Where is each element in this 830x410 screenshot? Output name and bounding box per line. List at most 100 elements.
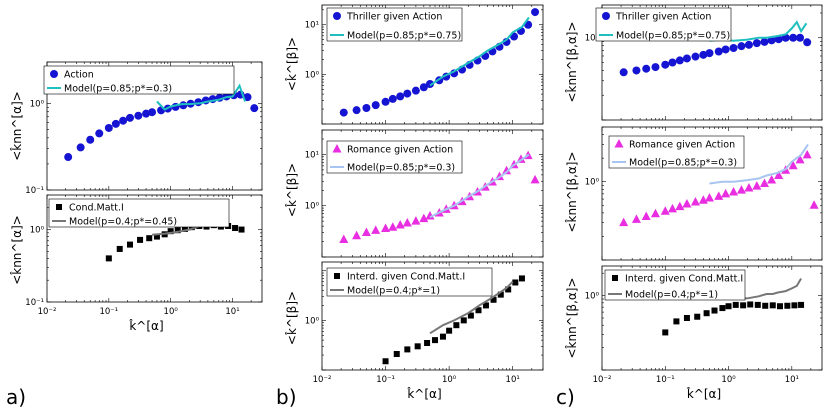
legend-label: Model(p=0.4;p*=0.45): [69, 217, 177, 228]
data-point: [396, 92, 405, 101]
data-point: [64, 153, 73, 162]
chart-b_bottom: 10⁰ 10⁻² 10⁻¹ 10⁰ 10¹ <k̂^[β]> k̂^[α] Interd. g…: [285, 261, 544, 401]
data-point: [339, 234, 349, 243]
data-point: [404, 346, 411, 353]
data-point: [662, 329, 669, 336]
model-line: [156, 83, 247, 111]
data-point: [411, 86, 420, 95]
y-tick-label: 10¹: [305, 150, 319, 160]
data-point: [789, 33, 798, 42]
data-point: [675, 56, 684, 65]
data-point: [362, 104, 371, 113]
data-point: [632, 66, 641, 75]
data-point: [737, 42, 746, 51]
data-point: [802, 149, 812, 159]
data-point: [631, 214, 641, 223]
data-point: [675, 201, 685, 211]
minor-ticks: [601, 266, 823, 371]
data-point: [788, 160, 798, 170]
data-point: [482, 302, 489, 309]
legend-box: [326, 140, 463, 174]
legend: Thriller given Action Model(p=0.85;p*=0.7…: [595, 7, 732, 42]
panel-label-b: b): [276, 385, 297, 409]
data-point: [86, 135, 95, 144]
data-point: [419, 213, 429, 223]
data-point: [153, 233, 160, 240]
data-point: [425, 79, 434, 88]
data-point: [651, 63, 660, 72]
plot-frame: [601, 126, 823, 261]
data-point: [682, 54, 691, 63]
x-tick-label: 10⁻¹: [376, 375, 395, 385]
data-point: [795, 154, 805, 164]
x-axis-label: k̂^[α]: [407, 387, 442, 401]
data-point: [502, 165, 512, 175]
data-point: [736, 185, 746, 194]
plot-frame: [46, 61, 263, 191]
legend-label: Interd. given Cond.Matt.I: [625, 274, 743, 285]
data-point: [682, 198, 692, 208]
data-point: [388, 222, 398, 231]
x-tick-label: 10¹: [225, 307, 239, 317]
data-point: [339, 108, 348, 117]
data-point: [174, 227, 181, 234]
data-point: [104, 123, 113, 132]
data-point: [453, 322, 460, 329]
data-point: [705, 49, 714, 58]
data-point: [146, 235, 153, 242]
legend-box: [326, 7, 463, 42]
legend-label: Model(p=0.4;p*=1): [347, 286, 440, 297]
data-point: [721, 188, 731, 198]
data-point: [126, 113, 135, 122]
y-tick-label: 10¹: [305, 21, 319, 31]
y-tick-label: 10⁰: [585, 178, 600, 188]
data-point: [371, 101, 380, 110]
y-axis-label: <k̂nn^[β,α]>: [565, 277, 579, 358]
data-point: [518, 275, 525, 282]
data-point: [352, 106, 361, 115]
data-point: [460, 317, 467, 324]
data-point: [809, 200, 819, 209]
data-point: [111, 119, 120, 128]
data-point: [690, 197, 700, 206]
plot-frame: [321, 4, 544, 125]
data-point: [673, 318, 680, 325]
data-point: [402, 218, 412, 227]
x-tick-label: 10⁻¹: [99, 307, 118, 317]
minor-ticks: [601, 126, 823, 261]
legend: Action Model(p=0.85;p*=0.3): [43, 65, 235, 95]
x-tick-label: 10⁻²: [593, 375, 612, 385]
data-point: [642, 64, 651, 73]
data-point: [691, 52, 700, 61]
data-point: [76, 143, 85, 152]
data-point: [119, 116, 128, 125]
legend-label: Interd. given Cond.Matt.I: [347, 272, 465, 283]
data-point: [619, 68, 628, 77]
data-point: [660, 206, 670, 215]
legend-marker: [56, 204, 62, 210]
x-tick-label: 10⁻¹: [656, 375, 675, 385]
legend-box: [595, 7, 732, 42]
minor-ticks: [321, 129, 544, 258]
data-point: [769, 302, 776, 309]
data-point: [791, 302, 798, 309]
data-point: [754, 301, 761, 308]
legend-label: Romance given Action: [629, 140, 735, 151]
data-point: [774, 170, 784, 180]
minor-ticks: [321, 5, 544, 125]
data-point: [803, 38, 812, 47]
data-point: [774, 35, 783, 44]
data-point: [232, 225, 239, 232]
data-point: [752, 181, 762, 190]
data-point: [744, 183, 754, 192]
minor-ticks: [321, 262, 544, 371]
legend-label: Model(p=0.4;p*=1): [625, 290, 718, 301]
y-tick-label: 10⁰: [30, 99, 45, 109]
model-line: [709, 20, 808, 42]
data-point: [393, 351, 400, 358]
data-point: [467, 312, 474, 319]
data-point: [698, 195, 708, 204]
data-point: [740, 302, 747, 309]
chart-a_top: 10⁻¹ 10⁰ <k̂nn^[α]> Action Model(p=0.85;p*=0…: [10, 61, 263, 196]
